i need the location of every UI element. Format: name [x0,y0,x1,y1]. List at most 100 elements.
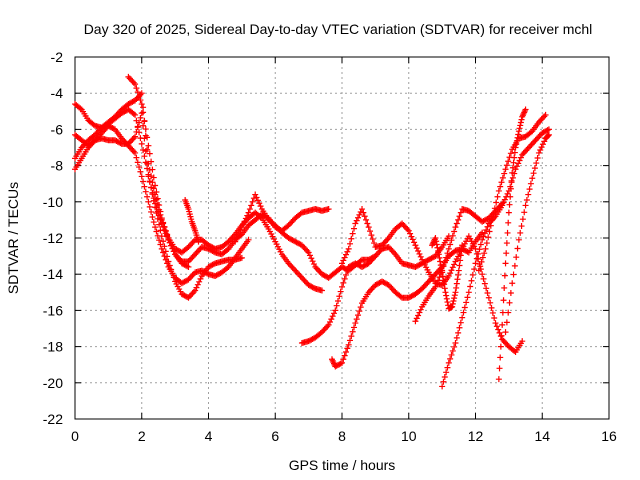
data-point [525,191,532,198]
data-point [501,170,508,177]
data-point [450,297,457,304]
data-point [134,124,141,131]
data-point [252,191,259,198]
data-point [355,214,362,221]
chart-title: Day 320 of 2025, Sidereal Day-to-day VTE… [84,21,593,37]
data-point [503,319,510,326]
data-point [484,290,491,297]
data-point [162,228,169,235]
x-tick-label: 2 [138,428,146,444]
data-point [148,208,155,215]
data-point [245,236,252,243]
data-point [345,341,352,348]
data-point [138,140,145,147]
data-point [445,245,452,252]
y-tick-label: -14 [43,266,63,282]
data-point [444,364,451,371]
data-point [149,179,156,186]
data-point [149,214,156,221]
data-point [475,250,482,257]
data-point [141,135,148,142]
data-point [507,185,514,192]
data-point [334,297,341,304]
data-point [507,290,514,297]
data-point [513,137,520,144]
data-point [436,274,443,281]
data-point [185,263,192,270]
data-point [444,250,451,257]
data-point [499,174,506,181]
data-point [483,227,490,234]
data-point [130,110,137,117]
data-point [144,134,151,141]
data-point [451,343,458,350]
data-point [533,160,540,167]
data-point [481,250,488,257]
data-point [148,158,155,165]
data-point [325,206,332,213]
data-point [545,132,552,139]
data-point [351,324,358,331]
data-point [238,254,245,261]
data-point [511,149,518,156]
data-point [453,280,460,287]
data-point [364,220,371,227]
data-point [441,285,448,292]
data-point [210,261,217,268]
data-point [487,222,494,229]
data-point [519,338,526,345]
data-point [464,294,471,301]
data-point [197,275,204,282]
data-point [507,193,514,200]
data-point [407,230,414,237]
data-point [337,288,344,295]
data-point [455,267,462,274]
data-point [233,235,240,242]
data-point [505,158,512,165]
data-point [449,300,456,307]
data-point [451,295,458,302]
data-point [371,240,378,247]
data-point [510,271,517,278]
data-point [196,278,203,285]
data-point [411,239,418,246]
data-point [134,89,141,96]
data-point [542,111,549,118]
series-16 [429,235,466,312]
data-point [152,224,159,231]
data-point [136,93,143,100]
data-point [535,149,542,156]
data-point [345,245,352,252]
data-point [318,287,325,294]
data-point [500,199,507,206]
data-point [144,146,151,153]
data-point [436,254,443,261]
series-13 [475,111,549,274]
data-point [336,293,343,300]
data-point [479,271,486,278]
data-point [486,228,493,235]
data-point [141,117,148,124]
data-point [157,208,164,215]
data-point [340,279,347,286]
data-point [367,228,374,235]
data-point [432,235,439,241]
series-10 [339,206,526,356]
data-point [397,293,404,300]
data-point [531,165,538,172]
y-tick-label: -22 [43,411,63,427]
data-point [499,202,506,209]
data-point [501,272,508,279]
data-point [499,321,506,328]
y-tick-label: -4 [51,85,64,101]
data-point [458,247,465,254]
data-point [357,257,364,264]
y-tick-label: -10 [43,194,63,210]
data-point [133,85,140,92]
series-14 [495,106,529,383]
data-point [479,254,486,261]
data-point [455,271,462,278]
data-point [515,236,522,243]
y-tick-labels: -22 -20 -18 -16 -14 -12 -10 -8 -6 -4 -2 [43,49,63,427]
data-point [248,202,255,209]
